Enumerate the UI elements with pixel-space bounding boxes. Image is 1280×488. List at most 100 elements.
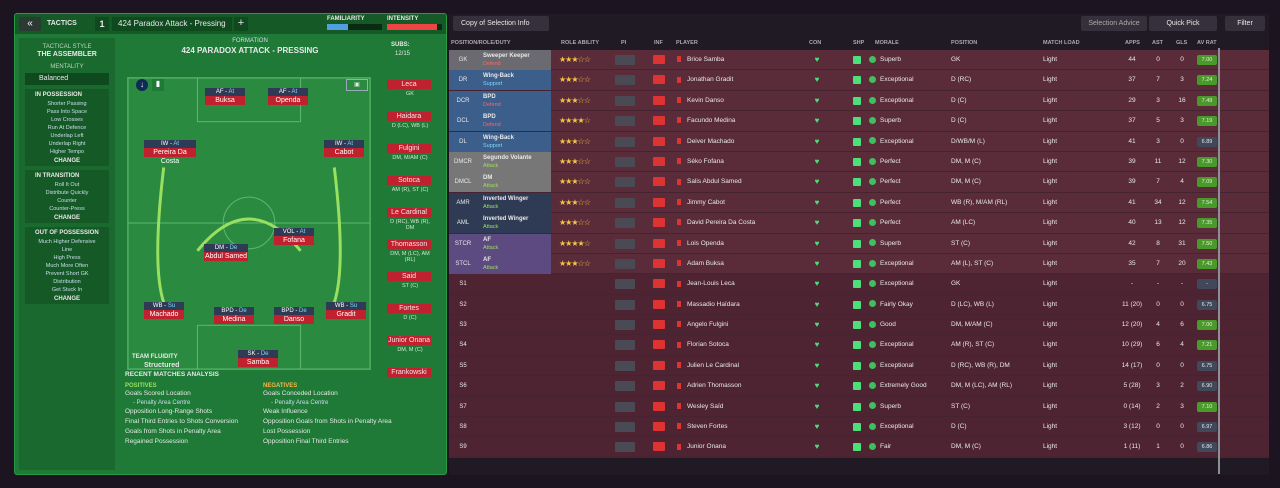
hdr-player[interactable]: PLAYER bbox=[676, 40, 698, 46]
pi-icon[interactable] bbox=[615, 75, 635, 86]
player-cell[interactable]: Brice Samba bbox=[677, 50, 807, 70]
hdr-morale[interactable]: MORALE bbox=[875, 40, 899, 46]
pi-icon[interactable] bbox=[615, 238, 635, 249]
player-cell[interactable]: Massadio Haïdara bbox=[677, 295, 807, 315]
table-row[interactable]: STCL AF Attack ★★★☆☆ Adam Buksa ♥ Excepti… bbox=[449, 253, 1269, 275]
sub-slot[interactable]: Le Cardinal D (RC), WB (R), DM bbox=[385, 197, 445, 231]
pitch-player[interactable]: WB - Su Machado bbox=[144, 302, 184, 319]
pitch-player[interactable]: VOL - At Fofana bbox=[274, 228, 314, 245]
pi-icon[interactable] bbox=[615, 360, 635, 371]
table-row[interactable]: S8 Steven Fortes ♥ Exceptional D (C) Lig… bbox=[449, 417, 1269, 438]
player-cell[interactable]: Angelo Fulgini bbox=[677, 315, 807, 335]
role-cell[interactable]: Wing-Back Support bbox=[477, 70, 551, 91]
player-cell[interactable]: Séko Fofana bbox=[677, 152, 807, 172]
table-row[interactable]: STCR AF Attack ★★★★☆ Lois Openda ♥ Superb… bbox=[449, 233, 1269, 254]
table-row[interactable]: S6 Adrien Thomasson ♥ Extremely Good DM,… bbox=[449, 376, 1269, 397]
table-row[interactable]: S1 Jean-Louis Leca ♥ Exceptional GK Ligh… bbox=[449, 274, 1269, 295]
hdr-shp[interactable]: SHP bbox=[853, 40, 865, 46]
table-row[interactable]: S4 Florian Sotoca ♥ Exceptional AM (R), … bbox=[449, 335, 1269, 356]
hdr-pi[interactable]: PI bbox=[621, 40, 627, 46]
selection-advice-button[interactable]: Selection Advice bbox=[1081, 16, 1147, 31]
stats-icon[interactable]: ▮ bbox=[152, 79, 164, 91]
pi-icon[interactable] bbox=[615, 258, 635, 269]
role-cell[interactable]: BPD Defend bbox=[477, 111, 551, 132]
pitch-player[interactable]: AF - At Buksa bbox=[205, 88, 245, 105]
role-cell[interactable]: DM Attack bbox=[477, 172, 551, 193]
pi-icon[interactable] bbox=[615, 197, 635, 208]
table-row[interactable]: S7 Wesley Saïd ♥ Superb ST (C) Light 0 (… bbox=[449, 396, 1269, 418]
player-cell[interactable]: Adrien Thomasson bbox=[677, 376, 807, 396]
copy-selection-button[interactable]: Copy of Selection Info bbox=[453, 16, 549, 31]
pi-icon[interactable] bbox=[615, 442, 635, 453]
hdr-apps[interactable]: APPS bbox=[1125, 40, 1140, 46]
hdr-position[interactable]: POSITION bbox=[951, 40, 978, 46]
table-row[interactable]: S2 Massadio Haïdara ♥ Fairly Okay D (LC)… bbox=[449, 294, 1269, 316]
table-row[interactable]: GK Sweeper Keeper Defend ★★★☆☆ Brice Samb… bbox=[449, 50, 1269, 71]
table-row[interactable]: DMCL DM Attack ★★★☆☆ Salis Abdul Samed ♥ … bbox=[449, 172, 1269, 193]
it-change-button[interactable]: CHANGE bbox=[53, 215, 80, 221]
pitch-player[interactable]: IW - At Pereira Da Costa bbox=[144, 140, 196, 165]
player-cell[interactable]: Wesley Saïd bbox=[677, 397, 807, 417]
analysis-toggle[interactable]: ▣ bbox=[346, 79, 368, 91]
player-cell[interactable]: Julien Le Cardinal bbox=[677, 356, 807, 376]
player-cell[interactable]: Jimmy Cabot bbox=[677, 193, 807, 213]
hdr-load[interactable]: MATCH LOAD bbox=[1043, 40, 1080, 46]
pi-icon[interactable] bbox=[615, 299, 635, 310]
player-cell[interactable]: Adam Buksa bbox=[677, 254, 807, 274]
pitch-player[interactable]: BPD - De Danso bbox=[274, 307, 314, 324]
sub-slot[interactable]: Said ST (C) bbox=[385, 261, 445, 293]
info-icon[interactable]: ↓ bbox=[136, 79, 148, 91]
formation-name[interactable]: 424 PARADOX ATTACK - PRESSING bbox=[181, 46, 319, 55]
sub-slot[interactable]: Frankowski bbox=[385, 357, 445, 389]
pitch-player[interactable]: WB - Su Gradit bbox=[326, 302, 366, 319]
player-cell[interactable]: Salis Abdul Samed bbox=[677, 172, 807, 192]
table-row[interactable]: DR Wing-Back Support ★★★☆☆ Jonathan Gradi… bbox=[449, 70, 1269, 91]
pi-icon[interactable] bbox=[615, 340, 635, 351]
player-cell[interactable]: Jonathan Gradit bbox=[677, 70, 807, 90]
quick-pick-button[interactable]: Quick Pick bbox=[1149, 16, 1217, 31]
pi-icon[interactable] bbox=[615, 136, 635, 147]
hdr-ast[interactable]: AST bbox=[1152, 40, 1163, 46]
table-row[interactable]: AMR Inverted Winger Attack ★★★☆☆ Jimmy Ca… bbox=[449, 192, 1269, 214]
pitch-player[interactable]: BPD - De Medina bbox=[214, 307, 254, 324]
hdr-pos[interactable]: POSITION/ROLE/DUTY bbox=[451, 40, 511, 46]
sub-slot[interactable]: Fulgini DM, M/AM (C) bbox=[385, 133, 445, 165]
role-cell[interactable]: AF Attack bbox=[477, 233, 551, 254]
sub-slot[interactable]: Thomasson DM, M (LC), AM (RL) bbox=[385, 229, 445, 263]
player-cell[interactable]: Jean-Louis Leca bbox=[677, 274, 807, 294]
tactic-name-select[interactable]: 424 Paradox Attack - Pressing bbox=[112, 17, 232, 31]
sub-slot[interactable]: Junior Onana DM, M (C) bbox=[385, 325, 445, 357]
hdr-gls[interactable]: GLS bbox=[1176, 40, 1188, 46]
player-cell[interactable]: Deiver Machado bbox=[677, 132, 807, 152]
pi-icon[interactable] bbox=[615, 422, 635, 433]
player-cell[interactable]: Junior Onana bbox=[677, 437, 807, 457]
player-cell[interactable]: Lois Openda bbox=[677, 234, 807, 254]
pi-icon[interactable] bbox=[615, 381, 635, 392]
player-cell[interactable]: Facundo Medina bbox=[677, 111, 807, 131]
role-cell[interactable]: Sweeper Keeper Defend bbox=[477, 50, 551, 70]
role-cell[interactable]: BPD Defend bbox=[477, 90, 551, 111]
hdr-inf[interactable]: INF bbox=[654, 40, 663, 46]
ip-change-button[interactable]: CHANGE bbox=[53, 158, 80, 164]
pitch-player[interactable]: DM - De Abdul Samed bbox=[204, 244, 248, 261]
mentality-select[interactable]: Balanced bbox=[25, 73, 109, 85]
pi-icon[interactable] bbox=[615, 177, 635, 188]
table-row[interactable]: DCL BPD Defend ★★★★☆ Facundo Medina ♥ Sup… bbox=[449, 111, 1269, 132]
pi-icon[interactable] bbox=[615, 116, 635, 127]
table-row[interactable]: DCR BPD Defend ★★★☆☆ Kevin Danso ♥ Except… bbox=[449, 90, 1269, 112]
table-row[interactable]: S9 Junior Onana ♥ Fair DM, M (C) Light 1… bbox=[449, 437, 1269, 458]
pi-icon[interactable] bbox=[615, 95, 635, 106]
role-cell[interactable]: Inverted Winger Attack bbox=[477, 192, 551, 213]
table-row[interactable]: S3 Angelo Fulgini ♥ Good DM, M/AM (C) Li… bbox=[449, 315, 1269, 336]
player-cell[interactable]: David Pereira Da Costa bbox=[677, 213, 807, 233]
pitch-player[interactable]: SK - De Samba bbox=[238, 350, 278, 367]
player-cell[interactable]: Kevin Danso bbox=[677, 91, 807, 111]
table-row[interactable]: S5 Julien Le Cardinal ♥ Exceptional D (R… bbox=[449, 355, 1269, 377]
grid-scrollbar[interactable] bbox=[1218, 48, 1220, 474]
pi-icon[interactable] bbox=[615, 279, 635, 290]
pi-icon[interactable] bbox=[615, 55, 635, 65]
table-row[interactable]: DL Wing-Back Support ★★★☆☆ Deiver Machado… bbox=[449, 131, 1269, 152]
role-cell[interactable]: Wing-Back Support bbox=[477, 131, 551, 152]
tactic-number[interactable]: 1 bbox=[95, 17, 109, 31]
add-tactic-button[interactable]: + bbox=[234, 17, 248, 31]
